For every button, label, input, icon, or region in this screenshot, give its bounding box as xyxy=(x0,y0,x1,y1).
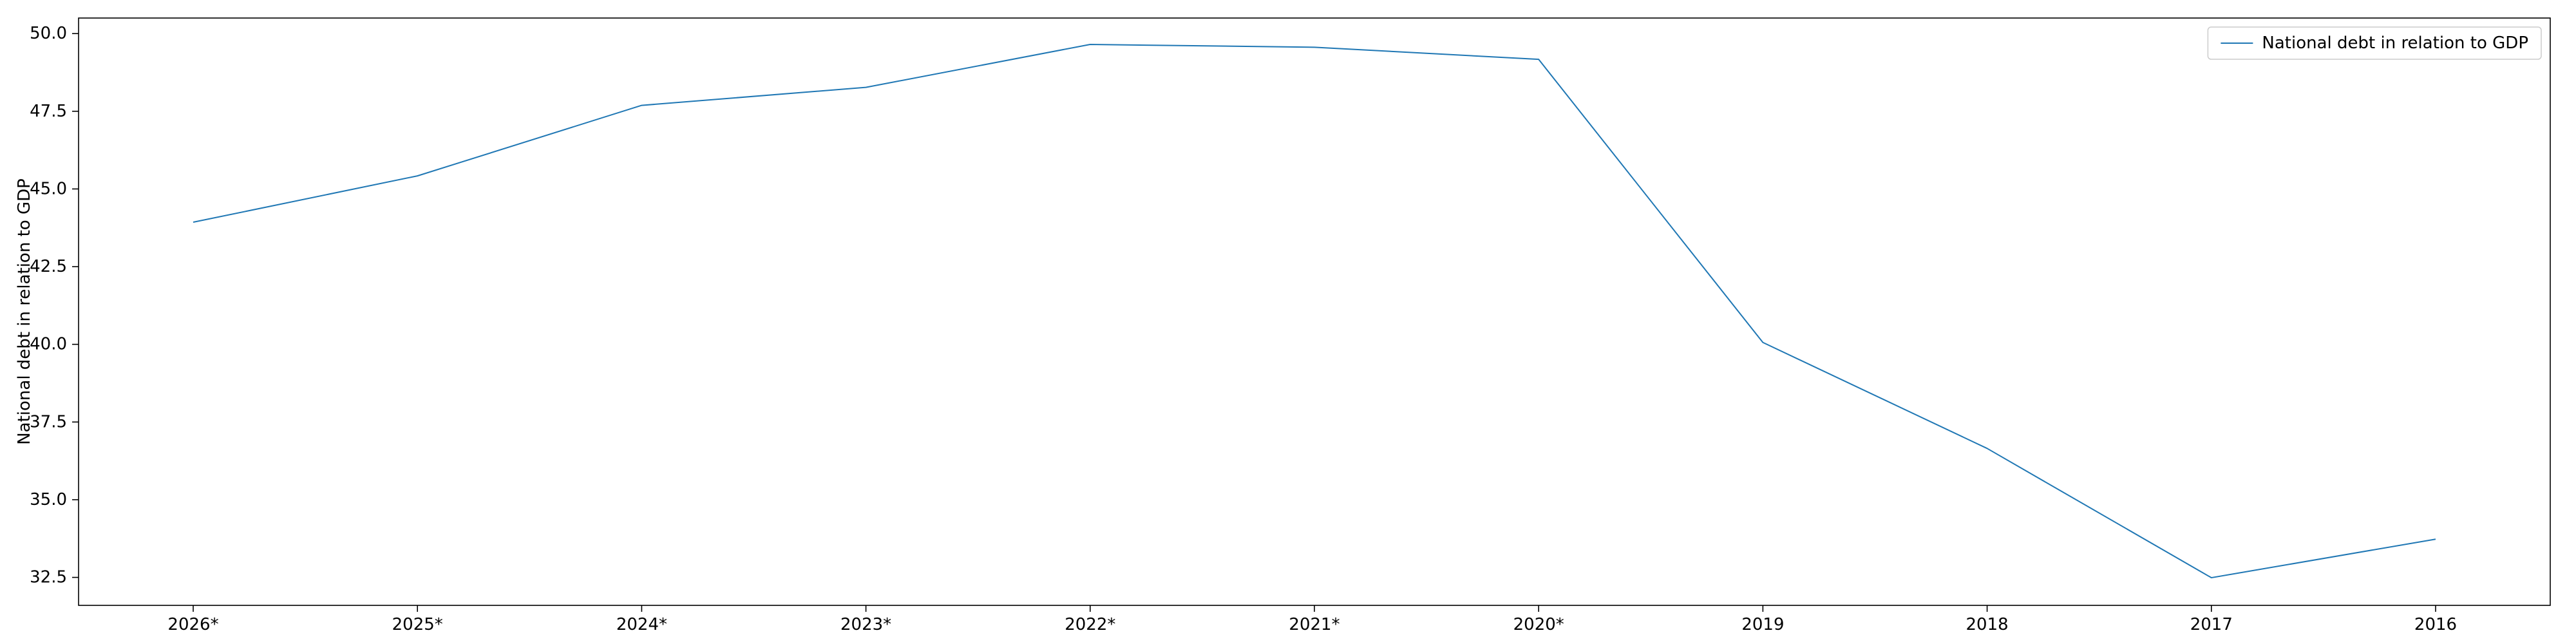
x-tick-label: 2024* xyxy=(616,615,667,634)
series-layer xyxy=(193,44,2436,579)
x-tick-label: 2016 xyxy=(2414,615,2457,634)
x-tick-label: 2019 xyxy=(1741,615,1784,634)
y-tick-label: 47.5 xyxy=(30,102,67,121)
y-tick-label: 42.5 xyxy=(30,257,67,276)
x-tick-label: 2017 xyxy=(2190,615,2233,634)
legend-box xyxy=(2207,26,2542,60)
x-tick-label: 2020* xyxy=(1513,615,1564,634)
x-tick-label: 2022* xyxy=(1065,615,1115,634)
x-axis: 2026* 2025* 2024* 2023* 2022* 2021* 2020* 2019 2… xyxy=(167,605,2457,634)
y-tick-label: 45.0 xyxy=(30,179,67,198)
series-line xyxy=(193,44,2436,579)
x-tick-label: 2018 xyxy=(1966,615,2009,634)
x-tick-label: 2023* xyxy=(840,615,891,634)
y-axis: 32.5 35.0 37.5 40.0 42.5 45.0 47.5 50.0 xyxy=(30,24,79,587)
x-tick-label: 2025* xyxy=(392,615,443,634)
y-tick-label: 40.0 xyxy=(30,335,67,354)
legend-label: National debt in relation to GDP xyxy=(2262,33,2528,53)
y-tick-label: 50.0 xyxy=(30,24,67,43)
y-tick-label: 35.0 xyxy=(30,490,67,509)
x-tick-label: 2026* xyxy=(167,615,218,634)
y-axis-title: National debt in relation to GDP xyxy=(15,178,34,445)
x-tick-label: 2021* xyxy=(1289,615,1340,634)
y-tick-label: 32.5 xyxy=(30,568,67,587)
y-tick-label: 37.5 xyxy=(30,412,67,431)
legend: National debt in relation to GDP xyxy=(2207,26,2542,60)
